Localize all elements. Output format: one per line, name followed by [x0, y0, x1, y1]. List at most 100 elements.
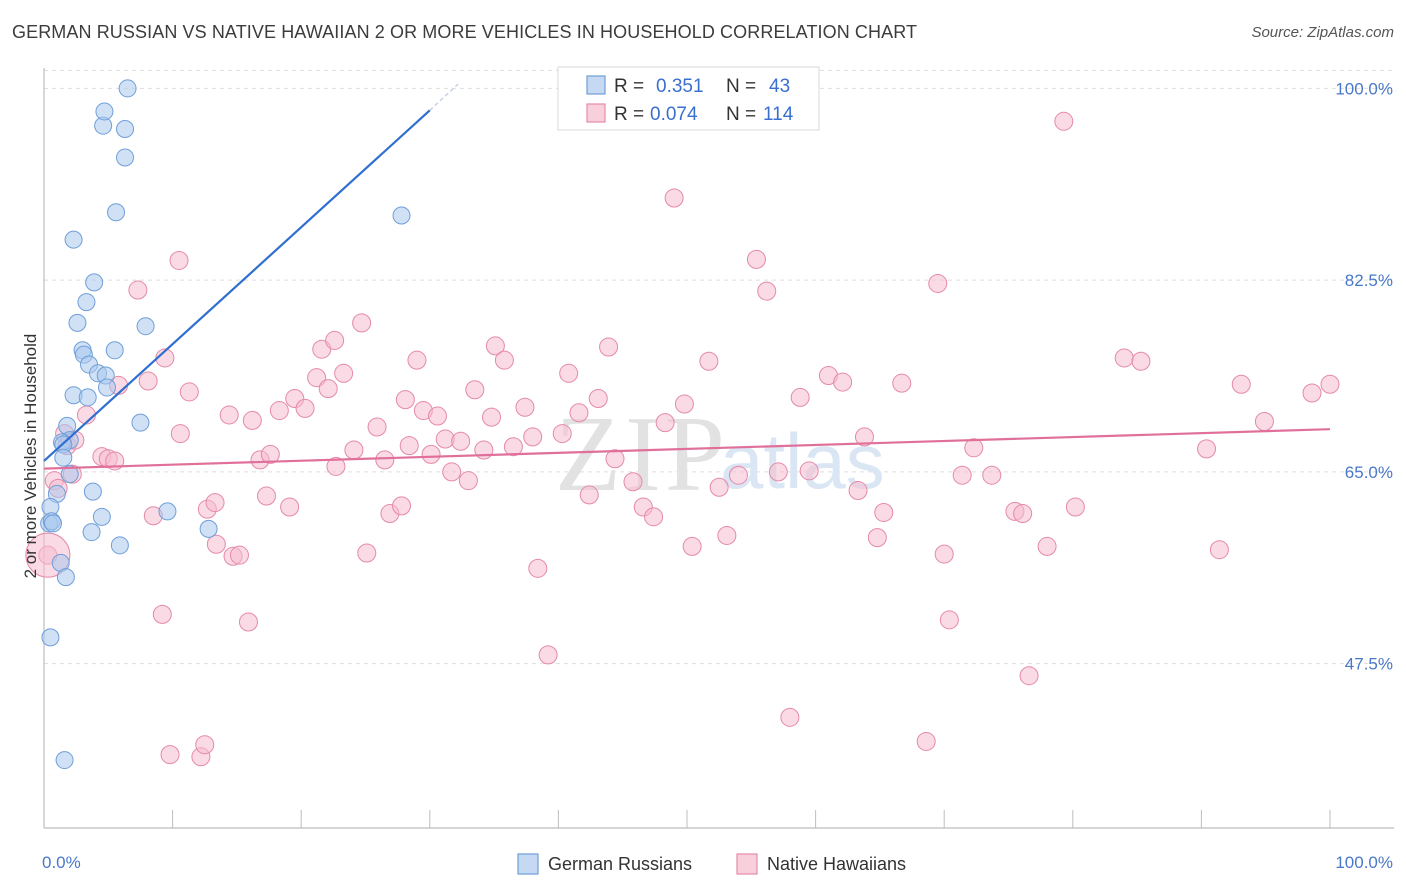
- legend-n-value-2: 114: [763, 104, 794, 125]
- point-native-hawaiians: [494, 350, 514, 370]
- point-german-russians: [54, 448, 73, 467]
- point-native-hawaiians: [307, 368, 327, 388]
- point-native-hawaiians: [1254, 412, 1274, 432]
- point-native-hawaiians: [934, 544, 954, 564]
- point-native-hawaiians: [599, 337, 619, 357]
- point-native-hawaiians: [854, 427, 874, 447]
- point-native-hawaiians: [206, 534, 226, 554]
- point-german-russians: [98, 378, 117, 397]
- point-german-russians: [83, 482, 102, 501]
- chart-title: GERMAN RUSSIAN VS NATIVE HAWAIIAN 2 OR M…: [12, 22, 918, 42]
- y-tick-label: 100.0%: [1335, 79, 1393, 98]
- point-native-hawaiians: [605, 449, 625, 469]
- point-native-hawaiians: [219, 405, 239, 425]
- point-native-hawaiians: [867, 528, 887, 548]
- point-native-hawaiians: [1320, 374, 1340, 394]
- point-native-hawaiians: [664, 188, 684, 208]
- point-native-hawaiians: [482, 407, 502, 427]
- point-native-hawaiians: [644, 507, 664, 527]
- y-axis-label: 2 or more Vehicles in Household: [21, 334, 40, 579]
- point-native-hawaiians: [152, 604, 172, 624]
- gridlines: [44, 69, 1394, 665]
- point-native-hawaiians: [790, 387, 810, 407]
- point-native-hawaiians: [952, 465, 972, 485]
- point-native-hawaiians: [523, 427, 543, 447]
- point-native-hawaiians: [1231, 374, 1251, 394]
- point-german-russians: [77, 293, 96, 312]
- point-native-hawaiians: [1131, 351, 1151, 371]
- source-label: Source: ZipAtlas.com: [1251, 24, 1394, 41]
- point-native-hawaiians: [528, 558, 548, 578]
- point-native-hawaiians: [982, 465, 1002, 485]
- bottom-legend-label-blue: German Russians: [548, 854, 692, 874]
- point-native-hawaiians: [399, 436, 419, 456]
- point-native-hawaiians: [326, 456, 346, 476]
- point-german-russians: [105, 341, 124, 360]
- point-german-russians: [95, 102, 114, 121]
- point-german-russians: [136, 317, 155, 336]
- point-native-hawaiians: [392, 496, 412, 516]
- point-german-russians: [110, 536, 129, 555]
- point-native-hawaiians: [458, 471, 478, 491]
- point-german-russians: [392, 206, 411, 225]
- point-native-hawaiians: [352, 313, 372, 333]
- stats-legend: R = 0.351 N = 43 R = 0.074 N = 114: [557, 66, 820, 131]
- point-native-hawaiians: [242, 410, 262, 430]
- point-german-russians: [68, 313, 87, 332]
- bottom-legend-swatch-pink: [736, 853, 758, 875]
- point-native-hawaiians: [375, 450, 395, 470]
- point-german-russians: [158, 502, 177, 521]
- point-native-hawaiians: [768, 462, 788, 482]
- point-native-hawaiians: [928, 273, 948, 293]
- point-native-hawaiians: [318, 379, 338, 399]
- point-native-hawaiians: [892, 373, 912, 393]
- point-native-hawaiians: [465, 380, 485, 400]
- x-tick-label-max: 100.0%: [1335, 853, 1393, 872]
- point-native-hawaiians: [1114, 348, 1134, 368]
- point-german-russians: [92, 507, 111, 526]
- legend-n-label-1: N =: [726, 76, 756, 97]
- point-german-russians: [116, 119, 135, 138]
- point-native-hawaiians: [1054, 111, 1074, 131]
- legend-r-value-2: 0.074: [650, 104, 698, 125]
- point-german-russians: [44, 514, 63, 533]
- point-native-hawaiians: [579, 485, 599, 505]
- point-native-hawaiians: [588, 389, 608, 409]
- y-tick-label: 82.5%: [1345, 271, 1393, 290]
- point-native-hawaiians: [503, 437, 523, 457]
- series-native-hawaiians: [25, 111, 1340, 767]
- point-german-russians: [56, 568, 75, 587]
- point-native-hawaiians: [1302, 383, 1322, 403]
- point-native-hawaiians: [170, 424, 190, 444]
- point-native-hawaiians: [344, 440, 364, 460]
- point-native-hawaiians: [451, 431, 471, 451]
- point-native-hawaiians: [717, 525, 737, 545]
- point-native-hawaiians: [916, 731, 936, 751]
- point-native-hawaiians: [128, 280, 148, 300]
- point-native-hawaiians: [421, 444, 441, 464]
- legend-r-value-1: 0.351: [656, 76, 704, 97]
- point-native-hawaiians: [169, 250, 189, 270]
- bottom-legend-label-pink: Native Hawaiians: [767, 854, 906, 874]
- point-native-hawaiians: [939, 610, 959, 630]
- point-native-hawaiians: [848, 481, 868, 501]
- point-german-russians: [118, 79, 137, 98]
- point-native-hawaiians: [746, 249, 766, 269]
- point-native-hawaiians: [1013, 504, 1033, 524]
- point-german-russians: [131, 413, 150, 432]
- point-native-hawaiians: [682, 536, 702, 556]
- point-native-hawaiians: [757, 281, 777, 301]
- point-native-hawaiians: [569, 403, 589, 423]
- point-german-russians: [41, 628, 60, 647]
- point-native-hawaiians: [395, 390, 415, 410]
- point-native-hawaiians: [205, 493, 225, 513]
- point-german-russians: [55, 751, 74, 770]
- point-german-russians: [85, 273, 104, 292]
- point-native-hawaiians: [229, 545, 249, 565]
- point-german-russians: [107, 203, 126, 222]
- legend-n-label-2: N =: [726, 104, 756, 125]
- point-native-hawaiians: [179, 382, 199, 402]
- point-native-hawaiians: [515, 397, 535, 417]
- point-native-hawaiians: [334, 363, 354, 383]
